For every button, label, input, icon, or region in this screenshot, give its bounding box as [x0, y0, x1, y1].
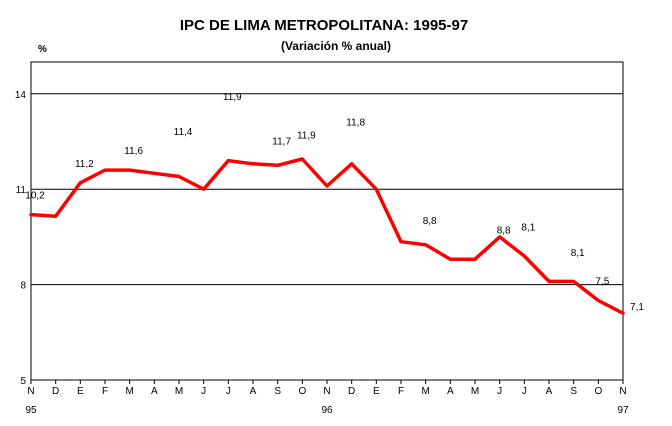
x-tick-label-2: E	[77, 386, 84, 397]
y-tick-label-1: 8	[20, 281, 26, 292]
x-tick-label-23: O	[594, 386, 602, 397]
x-tick-label-17: A	[447, 386, 454, 397]
x-tick-label-20: J	[522, 386, 527, 397]
data-label-2: 11,6	[124, 146, 143, 157]
x-tick-label-4: M	[125, 386, 133, 397]
x-tick-label-8: J	[226, 386, 231, 397]
x-tick-label-22: S	[570, 386, 577, 397]
x-year-label-0: 95	[25, 405, 37, 416]
series-line-0	[29, 157, 625, 315]
data-label-8: 8,8	[423, 216, 437, 227]
data-label-10: 8,1	[521, 223, 535, 234]
gridlines	[31, 93, 623, 286]
x-tick-label-11: O	[298, 386, 306, 397]
x-tick-label-18: M	[471, 386, 479, 397]
chart-title: IPC DE LIMA METROPOLITANA: 1995-97	[180, 17, 468, 34]
x-axis-ticks: N D E F M A M J J A S O N D E F M A M J J A S O N 95 96 97	[25, 380, 629, 416]
data-label-1: 11,2	[75, 159, 94, 170]
x-tick-label-5: A	[151, 386, 158, 397]
y-tick-label-0: 5	[20, 376, 26, 387]
plot-area	[30, 61, 624, 381]
x-tick-label-21: A	[546, 386, 553, 397]
data-label-13: 7,1	[630, 302, 644, 313]
x-tick-label-0: N	[27, 386, 34, 397]
x-tick-label-24: N	[619, 386, 626, 397]
x-year-label-2: 97	[617, 405, 629, 416]
chart-subtitle: (Variación % anual)	[281, 39, 391, 53]
data-label-11: 8,1	[571, 248, 585, 259]
y-tick-label-2: 11	[16, 185, 27, 196]
x-tick-label-6: M	[175, 386, 183, 397]
data-label-9: 8,8	[497, 226, 511, 237]
x-year-label-1: 96	[321, 405, 333, 416]
data-label-6: 11,9	[297, 130, 316, 141]
x-tick-label-16: M	[421, 386, 429, 397]
x-tick-label-3: F	[102, 386, 108, 397]
data-labels: 10,2 11,2 11,6 11,4 11,9 11,7 11,9 11,8 8,8 8,8 8,…	[25, 92, 644, 313]
x-tick-label-7: J	[201, 386, 206, 397]
data-label-12: 7,5	[595, 277, 609, 288]
x-tick-label-9: A	[250, 386, 257, 397]
x-tick-label-12: N	[323, 386, 330, 397]
series-line-group	[29, 157, 625, 315]
x-tick-label-15: F	[398, 386, 404, 397]
data-label-5: 11,7	[272, 137, 291, 148]
y-tick-label-3: 14	[15, 90, 27, 101]
x-tick-label-10: S	[274, 386, 281, 397]
x-tick-label-14: E	[373, 386, 380, 397]
data-label-4: 11,9	[223, 92, 242, 103]
data-label-7: 11,8	[346, 118, 365, 129]
y-axis-ticks: 5 8 11 14	[15, 90, 27, 387]
x-tick-label-1: D	[52, 386, 59, 397]
y-unit-label: %	[38, 44, 47, 55]
data-label-0: 10,2	[25, 191, 45, 202]
x-tick-label-13: D	[348, 386, 355, 397]
data-label-3: 11,4	[174, 127, 193, 138]
x-tick-label-19: J	[497, 386, 502, 397]
